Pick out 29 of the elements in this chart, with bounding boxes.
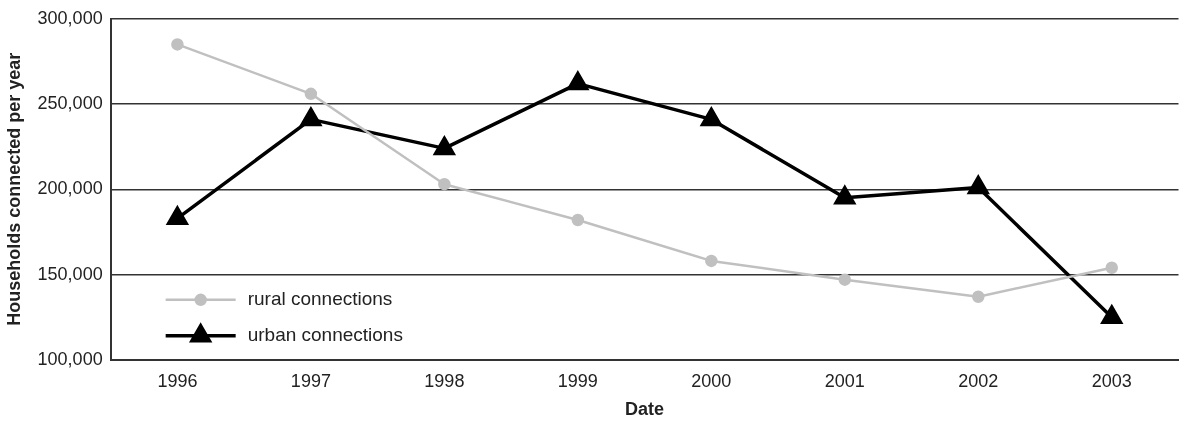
x-tick-label: 2001 — [824, 370, 865, 391]
x-tick-label: 1996 — [157, 370, 198, 391]
x-tick-label: 2003 — [1091, 370, 1132, 391]
point — [700, 107, 722, 127]
point — [967, 175, 989, 195]
point — [300, 107, 322, 127]
y-tick-label: 300,000 — [37, 7, 103, 28]
y-tick-label: 100,000 — [37, 348, 103, 369]
y-axis-title: Households connected per year — [3, 52, 24, 326]
x-axis-title: Date — [625, 399, 665, 420]
point — [571, 213, 585, 227]
point — [438, 177, 451, 191]
y-tick-label: 200,000 — [37, 178, 103, 199]
x-tick-label: 1997 — [290, 370, 331, 391]
point — [433, 136, 455, 156]
legend-label: rural connections — [247, 288, 393, 310]
y-tick-label: 250,000 — [37, 93, 103, 114]
point — [705, 254, 718, 268]
point — [838, 273, 852, 286]
x-tick-label: 1999 — [557, 370, 598, 391]
x-tick-label: 1998 — [424, 370, 465, 391]
point — [1105, 261, 1119, 274]
x-tick-label: 2000 — [691, 370, 732, 391]
x-tick-label: 2002 — [958, 370, 999, 391]
legend-label: urban connections — [247, 324, 403, 346]
point — [972, 290, 985, 303]
point — [834, 186, 856, 205]
y-tick-label: 150,000 — [37, 263, 103, 284]
point — [567, 71, 589, 91]
